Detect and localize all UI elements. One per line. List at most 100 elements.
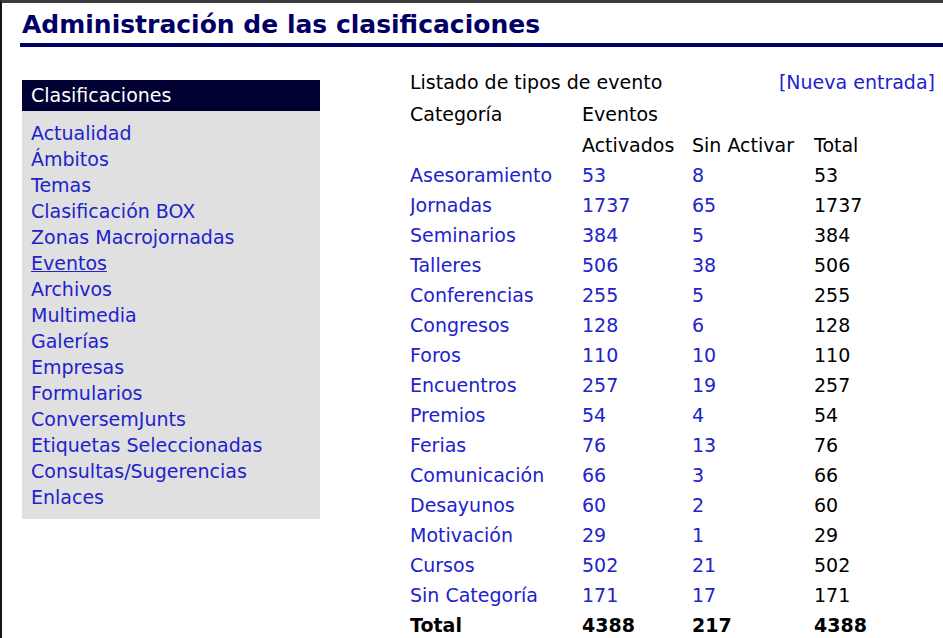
sidebar-item-eventos[interactable]: Eventos [31,252,107,274]
new-entry-link[interactable]: [Nueva entrada] [779,70,935,94]
category-link[interactable]: Seminarios [410,224,516,246]
sidebar-list-item: Galerías [31,328,311,354]
sin-activar-value-cell: 1 [692,520,814,550]
sin-activar-value[interactable]: 5 [692,224,704,246]
sin-activar-value[interactable]: 21 [692,554,716,576]
activados-value-cell: 76 [582,430,692,460]
page-header: Administración de las clasificaciones [20,3,943,47]
category-link-cell: Congresos [410,310,582,340]
main-panel: Listado de tipos de evento [Nueva entrad… [410,70,943,638]
column-header-events: Eventos [582,98,814,129]
sidebar-item-ambitos[interactable]: Ámbitos [31,148,109,170]
sin-activar-value[interactable]: 8 [692,164,704,186]
category-link[interactable]: Motivación [410,524,513,546]
category-link[interactable]: Comunicación [410,464,544,486]
activados-value[interactable]: 53 [582,164,606,186]
activados-value[interactable]: 257 [582,374,618,396]
column-header-not-activated: Sin Activar [692,129,814,160]
category-link[interactable]: Cursos [410,554,475,576]
sin-activar-value[interactable]: 4 [692,404,704,426]
category-link[interactable]: Asesoramiento [410,164,552,186]
category-link[interactable]: Jornadas [410,194,492,216]
total-value: 54 [814,400,906,430]
total-value: 255 [814,280,906,310]
sidebar-item-galerias[interactable]: Galerías [31,330,109,352]
sidebar-item-multimedia[interactable]: Multimedia [31,304,137,326]
total-value: 53 [814,160,906,190]
category-link-cell: Sin Categoría [410,580,582,610]
activados-value[interactable]: 29 [582,524,606,546]
sin-activar-value[interactable]: 1 [692,524,704,546]
activados-value-cell: 384 [582,220,692,250]
sidebar-item-empresas[interactable]: Empresas [31,356,124,378]
table-row: Talleres50638506 [410,250,906,280]
table-row: Congresos1286128 [410,310,906,340]
activados-value[interactable]: 54 [582,404,606,426]
activados-value[interactable]: 384 [582,224,618,246]
activados-value[interactable]: 1737 [582,194,630,216]
table-row: Encuentros25719257 [410,370,906,400]
sin-activar-value-cell: 65 [692,190,814,220]
sidebar-item-formularios[interactable]: Formularios [31,382,142,404]
sin-activar-value[interactable]: 65 [692,194,716,216]
activados-value-cell: 110 [582,340,692,370]
category-link[interactable]: Talleres [410,254,481,276]
total-row-label: Total [410,610,582,638]
category-link[interactable]: Congresos [410,314,510,336]
sin-activar-value[interactable]: 19 [692,374,716,396]
sidebar-list-item: Zonas Macrojornadas [31,224,311,250]
activados-value-cell: 128 [582,310,692,340]
category-link-cell: Jornadas [410,190,582,220]
sidebar-item-temas[interactable]: Temas [31,174,91,196]
category-link[interactable]: Foros [410,344,461,366]
total-value: 384 [814,220,906,250]
sidebar-item-clasificacion-box[interactable]: Clasificación BOX [31,200,195,222]
sidebar-item-conversemjunts[interactable]: ConversemJunts [31,408,186,430]
category-link[interactable]: Desayunos [410,494,515,516]
table-row: Jornadas1737651737 [410,190,906,220]
activados-value[interactable]: 128 [582,314,618,336]
sin-activar-value[interactable]: 2 [692,494,704,516]
sin-activar-value[interactable]: 10 [692,344,716,366]
activados-value[interactable]: 60 [582,494,606,516]
total-value: 76 [814,430,906,460]
sidebar-item-consultas-sugerencias[interactable]: Consultas/Sugerencias [31,460,247,482]
sidebar-list-item: Multimedia [31,302,311,328]
category-link[interactable]: Conferencias [410,284,534,306]
content: Clasificaciones ActualidadÁmbitosTemasCl… [2,47,943,638]
sin-activar-value[interactable]: 17 [692,584,716,606]
event-type-table: Categoría Eventos Activados Sin Activar … [410,98,906,638]
category-link[interactable]: Ferias [410,434,466,456]
sin-activar-value[interactable]: 38 [692,254,716,276]
activados-value[interactable]: 506 [582,254,618,276]
activados-value[interactable]: 76 [582,434,606,456]
sin-activar-value-cell: 2 [692,490,814,520]
category-link[interactable]: Premios [410,404,486,426]
sin-activar-value[interactable]: 3 [692,464,704,486]
sin-activar-value[interactable]: 13 [692,434,716,456]
total-sin-activar-value: 217 [692,610,814,638]
sidebar-item-zonas-macrojornadas[interactable]: Zonas Macrojornadas [31,226,234,248]
sidebar-list-item: Consultas/Sugerencias [31,458,311,484]
sidebar-item-enlaces[interactable]: Enlaces [31,486,104,508]
activados-value[interactable]: 110 [582,344,618,366]
sidebar-item-actualidad[interactable]: Actualidad [31,122,132,144]
category-link-cell: Premios [410,400,582,430]
activados-value[interactable]: 171 [582,584,618,606]
category-link[interactable]: Sin Categoría [410,584,538,606]
sidebar-item-archivos[interactable]: Archivos [31,278,112,300]
activados-value[interactable]: 502 [582,554,618,576]
sin-activar-value[interactable]: 5 [692,284,704,306]
category-link[interactable]: Encuentros [410,374,517,396]
table-header-columns: Activados Sin Activar Total [410,129,906,160]
sin-activar-value-cell: 17 [692,580,814,610]
category-link-cell: Desayunos [410,490,582,520]
activados-value[interactable]: 66 [582,464,606,486]
activados-value-cell: 506 [582,250,692,280]
sidebar-item-etiquetas-seleccionadas[interactable]: Etiquetas Seleccionadas [31,434,262,456]
activados-value[interactable]: 255 [582,284,618,306]
column-header-activated: Activados [582,129,692,160]
category-link-cell: Talleres [410,250,582,280]
sin-activar-value[interactable]: 6 [692,314,704,336]
sidebar-list-item: Empresas [31,354,311,380]
